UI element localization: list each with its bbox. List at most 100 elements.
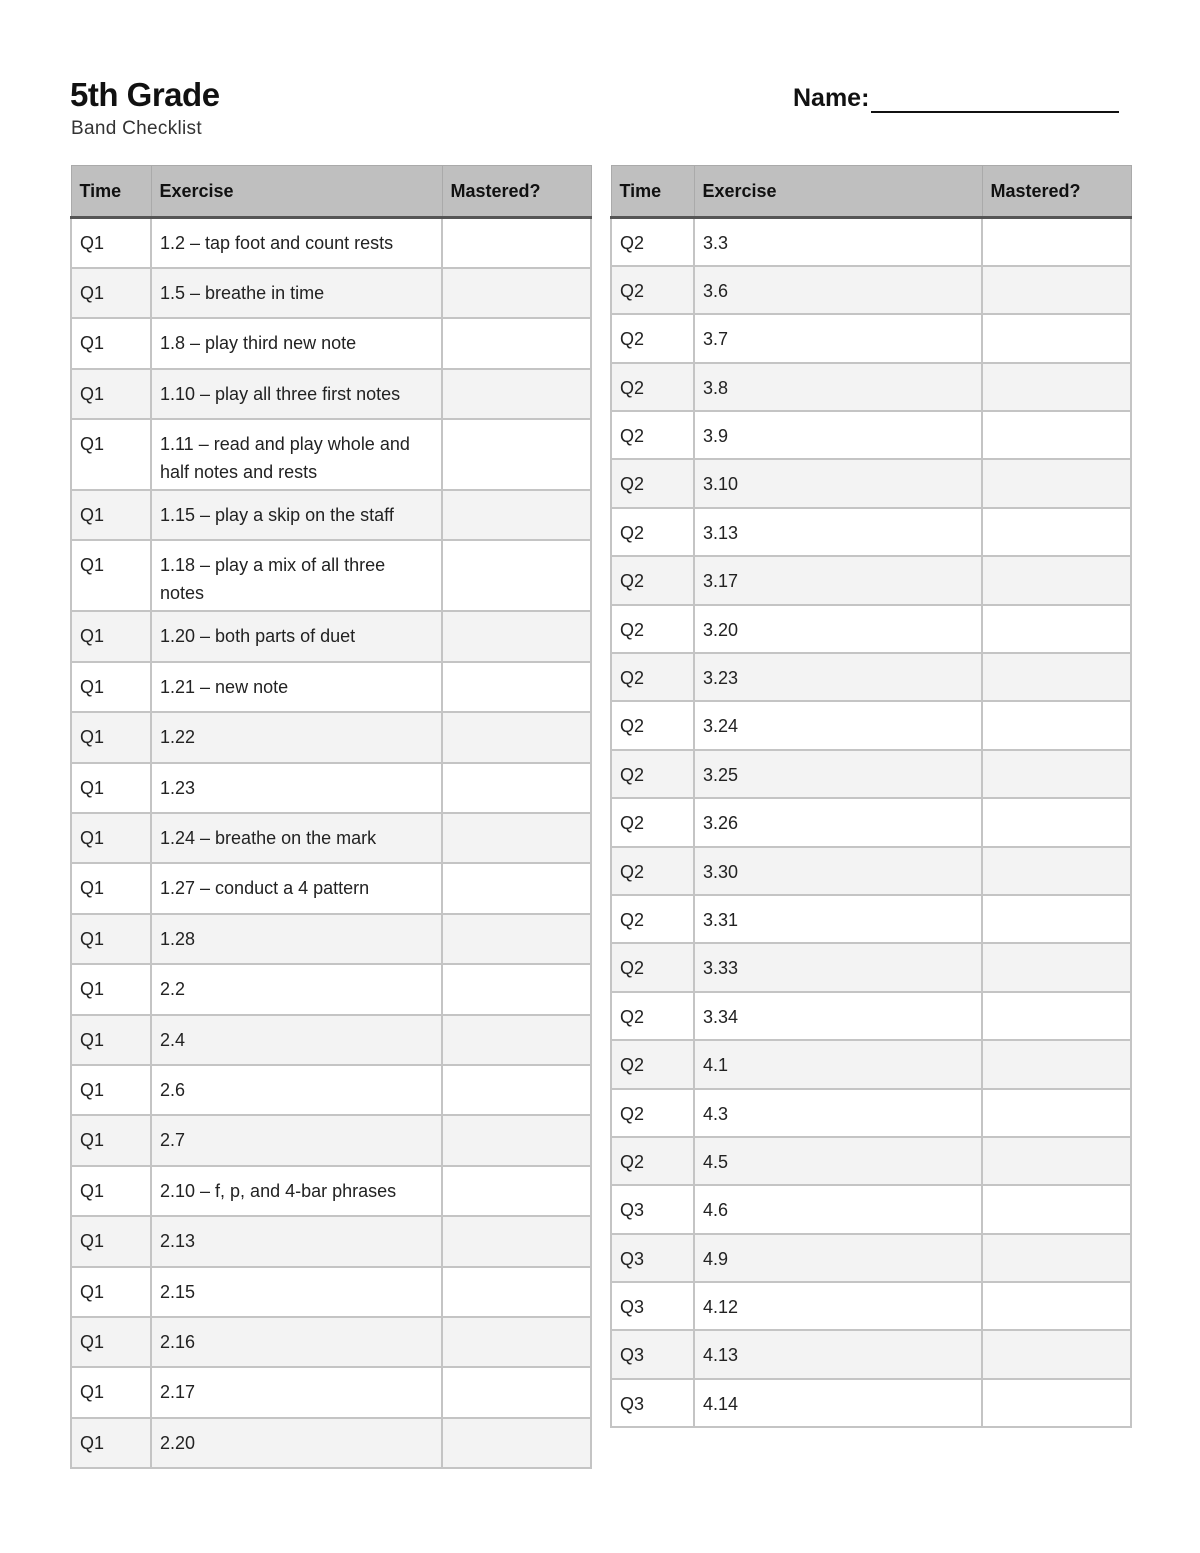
mastered-cell[interactable] <box>441 660 592 714</box>
mastered-cell[interactable] <box>441 1114 592 1167</box>
table-row: Q1 1.11 – read and play whole and half no… <box>70 418 592 492</box>
mastered-cell[interactable] <box>981 506 1132 558</box>
mastered-cell[interactable] <box>981 1329 1132 1380</box>
mastered-cell[interactable] <box>981 1087 1132 1138</box>
mastered-cell[interactable] <box>981 1377 1132 1429</box>
table-row: Q2 3.8 <box>610 361 1132 413</box>
mastered-cell[interactable] <box>441 1315 592 1369</box>
mastered-cell[interactable] <box>981 1135 1132 1187</box>
mastered-cell[interactable] <box>981 942 1132 993</box>
mastered-cell[interactable] <box>441 1366 592 1419</box>
mastered-cell[interactable] <box>441 489 592 542</box>
mastered-cell[interactable] <box>981 797 1132 848</box>
table-row: Q1 1.10 – play all three first notes <box>70 367 592 421</box>
mastered-cell[interactable] <box>981 1039 1132 1090</box>
time-cell: Q1 <box>70 539 152 613</box>
time-cell: Q3 <box>610 1232 695 1284</box>
table-row: Q1 1.28 <box>70 912 592 966</box>
mastered-cell[interactable] <box>441 912 592 966</box>
table-row: Q2 3.34 <box>610 990 1132 1042</box>
time-cell: Q3 <box>610 1184 695 1235</box>
mastered-cell[interactable] <box>441 1416 592 1470</box>
table-row: Q1 2.17 <box>70 1366 592 1419</box>
time-cell: Q2 <box>610 748 695 800</box>
mastered-cell[interactable] <box>981 555 1132 606</box>
mastered-cell[interactable] <box>441 539 592 613</box>
time-cell: Q2 <box>610 603 695 655</box>
mastered-cell[interactable] <box>441 216 592 269</box>
mastered-cell[interactable] <box>441 1265 592 1318</box>
mastered-cell[interactable] <box>441 367 592 421</box>
time-cell: Q1 <box>70 489 152 542</box>
table-row: Q1 2.10 – f, p, and 4-bar phrases <box>70 1164 592 1218</box>
table-row: Q2 4.1 <box>610 1039 1132 1090</box>
name-blank-line[interactable] <box>871 89 1120 113</box>
time-cell: Q2 <box>610 506 695 558</box>
table-row: Q3 4.6 <box>610 1184 1132 1235</box>
table-row: Q1 2.20 <box>70 1416 592 1470</box>
column-header-time: Time <box>70 165 152 219</box>
time-cell: Q2 <box>610 893 695 945</box>
mastered-cell[interactable] <box>441 1013 592 1066</box>
mastered-cell[interactable] <box>981 216 1132 267</box>
time-cell: Q1 <box>70 1366 152 1419</box>
time-cell: Q2 <box>610 990 695 1042</box>
time-cell: Q2 <box>610 797 695 848</box>
mastered-cell[interactable] <box>441 862 592 915</box>
exercise-cell: 1.2 – tap foot and count rests <box>150 216 443 269</box>
table-row: Q2 3.13 <box>610 506 1132 558</box>
mastered-cell[interactable] <box>441 418 592 492</box>
table-row: Q2 4.3 <box>610 1087 1132 1138</box>
mastered-cell[interactable] <box>981 1232 1132 1284</box>
mastered-cell[interactable] <box>441 963 592 1016</box>
table-row: Q1 1.21 – new note <box>70 660 592 714</box>
mastered-cell[interactable] <box>441 317 592 370</box>
time-cell: Q1 <box>70 1315 152 1369</box>
mastered-cell[interactable] <box>441 610 592 663</box>
mastered-cell[interactable] <box>441 1063 592 1117</box>
mastered-cell[interactable] <box>441 1164 592 1218</box>
exercise-cell: 4.9 <box>693 1232 983 1284</box>
exercise-cell: 4.13 <box>693 1329 983 1380</box>
column-header-exercise: Exercise <box>150 165 443 219</box>
time-cell: Q1 <box>70 660 152 714</box>
time-cell: Q1 <box>70 266 152 320</box>
mastered-cell[interactable] <box>441 812 592 865</box>
table-row: Q2 3.24 <box>610 700 1132 751</box>
time-cell: Q2 <box>610 845 695 896</box>
mastered-cell[interactable] <box>981 1184 1132 1235</box>
mastered-cell[interactable] <box>981 700 1132 751</box>
mastered-cell[interactable] <box>981 264 1132 316</box>
exercise-cell: 1.28 <box>150 912 443 966</box>
mastered-cell[interactable] <box>981 652 1132 703</box>
mastered-cell[interactable] <box>981 458 1132 509</box>
time-cell: Q1 <box>70 317 152 370</box>
mastered-cell[interactable] <box>441 1215 592 1268</box>
table-row: Q3 4.13 <box>610 1329 1132 1380</box>
mastered-cell[interactable] <box>981 1281 1132 1332</box>
exercise-cell: 3.10 <box>693 458 983 509</box>
exercise-cell: 3.13 <box>693 506 983 558</box>
mastered-cell[interactable] <box>981 603 1132 655</box>
mastered-cell[interactable] <box>981 361 1132 413</box>
mastered-cell[interactable] <box>441 266 592 320</box>
mastered-cell[interactable] <box>981 410 1132 461</box>
time-cell: Q1 <box>70 711 152 764</box>
mastered-cell[interactable] <box>981 748 1132 800</box>
mastered-cell[interactable] <box>441 761 592 815</box>
exercise-cell: 3.24 <box>693 700 983 751</box>
exercise-cell: 1.22 <box>150 711 443 764</box>
name-field: Name: <box>793 84 1120 113</box>
time-cell: Q2 <box>610 942 695 993</box>
mastered-cell[interactable] <box>981 313 1132 364</box>
table-row: Q1 1.20 – both parts of duet <box>70 610 592 663</box>
mastered-cell[interactable] <box>441 711 592 764</box>
mastered-cell[interactable] <box>981 990 1132 1042</box>
exercise-cell: 2.10 – f, p, and 4-bar phrases <box>150 1164 443 1218</box>
exercise-cell: 1.5 – breathe in time <box>150 266 443 320</box>
time-cell: Q3 <box>610 1329 695 1380</box>
exercise-cell: 2.4 <box>150 1013 443 1066</box>
mastered-cell[interactable] <box>981 893 1132 945</box>
mastered-cell[interactable] <box>981 845 1132 896</box>
time-cell: Q1 <box>70 761 152 815</box>
